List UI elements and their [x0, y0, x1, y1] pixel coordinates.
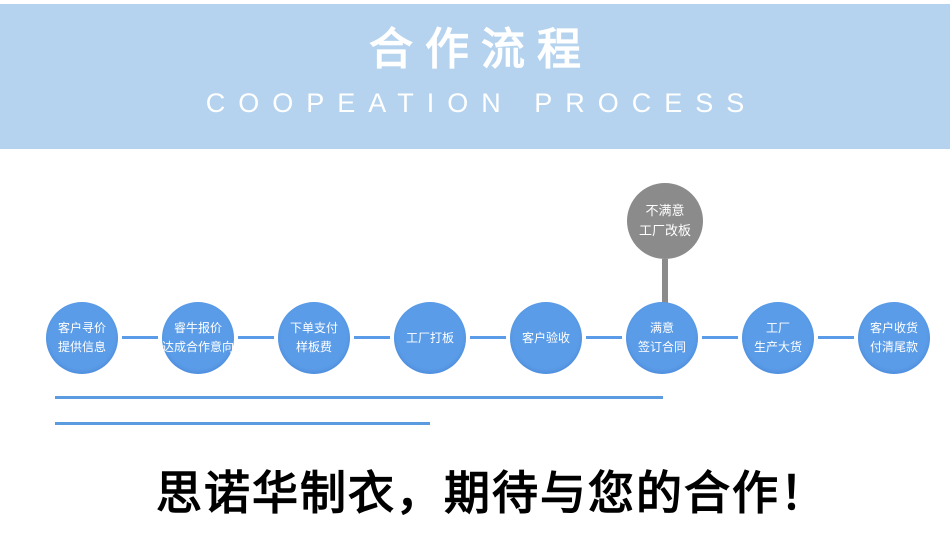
flow-connector	[818, 336, 854, 339]
flow-node-step-7: 工厂 生产大货	[742, 302, 814, 374]
flow-node-step-2: 睿牛报价达成合作意向	[162, 302, 234, 374]
flow-connector	[122, 336, 158, 339]
flow-node-label: 工厂	[765, 321, 790, 335]
banner-subtitle: COOPEATION PROCESS	[205, 88, 758, 118]
flow-node-label: 睿牛报价	[173, 321, 222, 335]
flow-node-label: 生产大货	[753, 340, 802, 354]
flow-connector	[586, 336, 622, 339]
flow-node-step-1: 客户寻价 提供信息	[46, 302, 118, 374]
flow-node-label: 客户验收	[521, 330, 570, 345]
underline-secondary	[55, 422, 430, 425]
flow-node-label: 签订合同	[637, 340, 686, 354]
header-banner: 合作流程 COOPEATION PROCESS	[0, 4, 950, 149]
flow-node-step-6: 满意 签订合同	[626, 302, 698, 374]
alt-flow-node-unsatisfied: 不满意 工厂改板	[627, 183, 703, 259]
flow-connector	[702, 336, 738, 339]
flow-node-label: 客户寻价	[57, 321, 106, 335]
alt-flow-node-label: 不满意	[645, 203, 685, 218]
flow-node-label: 客户收货	[869, 321, 918, 335]
underline-primary	[55, 396, 663, 399]
flow-node-step-3: 下单支付 样板费	[278, 302, 350, 374]
flow-connector	[238, 336, 274, 339]
alt-flow-node-label: 工厂改板	[638, 223, 691, 238]
flow-node-label: 工厂打板	[405, 330, 454, 345]
flow-node-label: 付清尾款	[869, 340, 918, 354]
flow-node-label: 样板费	[295, 340, 332, 354]
flow-node-label: 满意	[649, 321, 674, 335]
flow-connector	[354, 336, 390, 339]
flow-node-label: 下单支付	[289, 321, 338, 335]
banner-title: 合作流程	[369, 25, 593, 74]
flow-node-label: 提供信息	[57, 340, 106, 354]
flow-connector	[470, 336, 506, 339]
flow-node-step-8: 客户收货 付清尾款	[858, 302, 930, 374]
flow-node-step-4: 工厂打板	[394, 302, 466, 374]
flow-node-label: 达成合作意向	[162, 340, 235, 354]
alt-flow-connector	[662, 259, 668, 303]
flow-node-step-5: 客户验收	[510, 302, 582, 374]
footer-headline: 思诺华制衣，期待与您的合作！	[156, 468, 828, 519]
